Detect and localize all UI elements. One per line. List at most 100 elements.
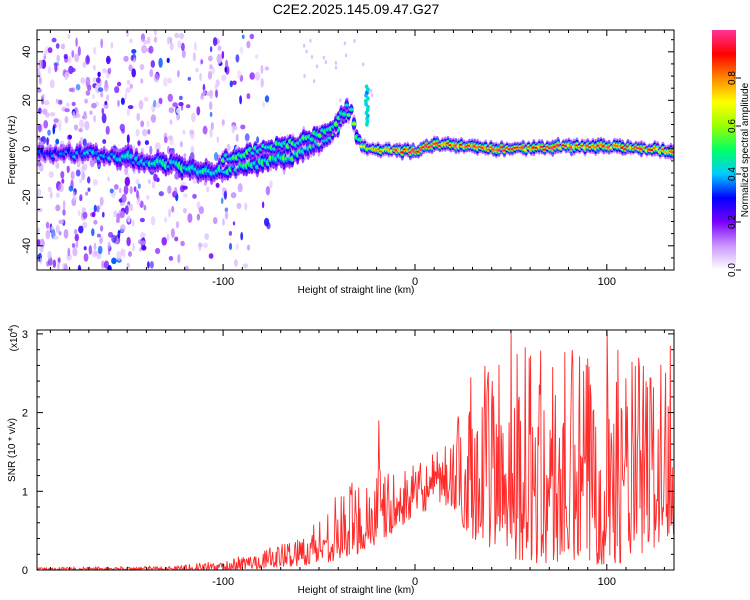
noise-cell: [73, 124, 79, 131]
noise-cell: [84, 98, 88, 104]
noise-cell: [163, 77, 168, 87]
noise-cell: [322, 55, 326, 60]
noise-cell: [244, 133, 250, 142]
noise-cell: [55, 162, 60, 169]
noise-cell: [85, 76, 91, 87]
noise-cell: [204, 233, 209, 240]
noise-cell: [84, 120, 90, 131]
noise-cell: [38, 123, 42, 133]
noise-cell: [260, 64, 264, 74]
noise-cell: [170, 228, 175, 239]
noise-cell: [124, 92, 128, 100]
spectrogram-y-axis: -40 -20 0 20 40: [21, 39, 674, 259]
noise-cell: [82, 221, 88, 229]
noise-cell: [198, 242, 203, 248]
noise-cell: [42, 108, 48, 115]
noise-cell: [194, 41, 197, 51]
noise-cell: [137, 140, 141, 146]
noise-cell: [51, 37, 57, 43]
colorbar-tick-label: 0.2: [727, 215, 738, 229]
noise-cell: [191, 112, 196, 123]
noise-cell: [209, 64, 213, 70]
snr-multiplier-base: (x10: [9, 331, 20, 351]
noise-cell: [187, 76, 191, 81]
colorbar-tick-label: 0.6: [727, 119, 738, 133]
noise-cell: [215, 182, 220, 188]
noise-cell: [185, 104, 191, 109]
noise-cell: [179, 32, 184, 40]
noise-cell: [151, 181, 156, 189]
noise-cell: [111, 257, 117, 265]
noise-cell: [87, 187, 91, 192]
noise-cell: [108, 231, 114, 238]
noise-cell: [167, 145, 170, 155]
noise-cell: [109, 188, 114, 194]
x-tick-label: -100: [212, 576, 234, 588]
noise-cell: [43, 100, 50, 106]
noise-cell: [130, 55, 134, 61]
noise-cell: [203, 242, 208, 249]
noise-cell: [120, 224, 126, 233]
noise-cell: [71, 50, 75, 58]
noise-cell: [210, 122, 214, 131]
colorbar-label: Normalized spectral amplitude: [740, 82, 750, 217]
noise-cell: [209, 111, 213, 118]
noise-cell: [190, 146, 195, 154]
noise-cell: [96, 233, 102, 238]
noise-cell: [49, 191, 53, 199]
noise-cell: [38, 107, 42, 115]
noise-cell: [181, 42, 185, 52]
noise-cell: [93, 204, 97, 213]
noise-cell: [205, 186, 210, 193]
noise-cell: [334, 60, 338, 65]
noise-cell: [203, 89, 206, 96]
noise-cell: [136, 199, 141, 205]
noise-cell: [166, 57, 170, 64]
ridge-cell: [364, 84, 369, 89]
noise-cell: [249, 72, 255, 80]
noise-cell: [62, 200, 66, 210]
noise-cell: [221, 119, 225, 126]
noise-cell: [208, 253, 214, 259]
noise-cell: [85, 90, 91, 96]
noise-cell: [83, 253, 89, 262]
noise-cell: [92, 77, 97, 83]
noise-cell: [38, 59, 44, 69]
noise-cell: [315, 64, 319, 69]
noise-cell: [256, 136, 260, 144]
noise-cell: [141, 245, 147, 251]
spectrogram-panel: -100 0 100 -40 -20 0 20 40 Height of straight …: [7, 29, 675, 296]
noise-cell: [226, 143, 231, 152]
noise-cell: [140, 78, 144, 84]
noise-cell: [196, 106, 201, 116]
noise-cell: [82, 211, 88, 219]
snr-y-multiplier: (x104): [8, 325, 20, 352]
snr-multiplier-exponent: 4: [8, 328, 15, 332]
noise-cell: [303, 74, 306, 78]
noise-cell: [100, 91, 104, 98]
snr-frame: [36, 329, 675, 571]
noise-cell: [69, 65, 73, 74]
noise-cell: [241, 34, 245, 39]
noise-cell: [260, 78, 264, 88]
noise-cell: [228, 242, 233, 251]
noise-cell: [141, 38, 144, 43]
noise-cell: [37, 227, 40, 234]
noise-cell: [138, 99, 144, 110]
noise-cell: [107, 176, 110, 182]
noise-cell: [54, 62, 58, 73]
noise-cell: [88, 245, 93, 255]
noise-cell: [310, 55, 314, 59]
noise-cell: [334, 65, 338, 70]
noise-cell: [61, 43, 65, 50]
snr-y-axis: 0 1 2 3: [22, 329, 674, 577]
noise-cell: [113, 184, 119, 190]
noise-cell: [113, 210, 118, 218]
noise-cell: [144, 140, 149, 146]
noise-cell: [150, 216, 156, 226]
noise-cell: [235, 54, 240, 63]
noise-cell: [61, 178, 65, 184]
noise-cell: [369, 88, 373, 93]
noise-cell: [55, 225, 60, 234]
noise-cell: [47, 47, 53, 54]
